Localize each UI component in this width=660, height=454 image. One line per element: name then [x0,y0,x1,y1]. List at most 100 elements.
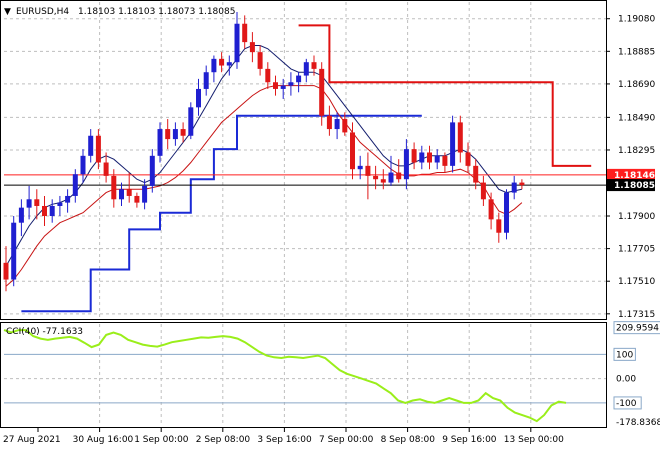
candle-body [411,149,417,163]
candle-body [142,185,148,203]
candle-body [103,162,109,176]
time-tick-label: 1 Sep 00:00 [134,435,189,445]
time-tick-label: 8 Sep 08:00 [381,435,436,445]
candle-body [95,135,101,163]
cci-title: CCI(40) -77.1633 [6,327,83,337]
candle-body [26,199,32,208]
price-level-label: 1.18146 [614,171,655,181]
series-layer [3,24,606,423]
channel-top-line [298,24,592,167]
cci-tick-box [613,321,660,335]
candle-body [88,135,94,156]
candle-body [488,199,494,220]
candle-body [11,222,17,280]
candle-body [242,23,248,43]
candle-body [303,62,309,76]
ma-fast-line [5,45,523,267]
time-tick-label: 27 Aug 2021 [3,435,61,445]
candle-body [311,62,317,69]
price-tick-label: 1.17705 [618,245,655,255]
candle-body [434,155,440,163]
ma-slow-line [5,85,523,287]
candle-body [257,52,263,69]
frame-layer [0,0,607,428]
candle-body [419,152,425,163]
axis-layer: 1.19080 1.18885 1.18690 1.18490 1.18295 1.179… [3,15,660,445]
candle-body [342,119,348,133]
candle-body [427,152,432,163]
cci-tick-label: -178.8368 [616,418,660,428]
price-panel-frame [0,0,607,320]
candle-body [504,192,509,233]
candle-body [403,149,409,180]
time-tick-label: 30 Aug 16:00 [73,435,134,445]
candle-body [3,262,9,280]
channel-bottom-line [21,114,422,313]
price-tick-label: 1.18885 [618,47,655,57]
cci-line [3,329,567,423]
candle-layer [3,12,525,292]
candle-body [373,175,379,180]
time-tick-label: 7 Sep 00:00 [319,435,374,445]
price-tick-label: 1.19080 [618,15,655,25]
candle-body [280,85,286,89]
candle-body [172,129,178,140]
price-tick-label: 1.17510 [618,277,655,287]
time-tick-label: 13 Sep 00:00 [504,435,564,445]
candle-body [188,107,194,136]
candle-body [134,195,140,203]
candle-body [196,88,201,108]
candle-body [265,68,271,83]
candle-body [80,155,86,175]
chart-menu-icon[interactable]: ▼ [4,7,11,17]
candle-body [396,172,402,180]
candle-body [157,129,163,156]
candle-body [18,207,24,223]
candle-body [442,155,448,166]
price-tick-label: 1.17900 [618,212,655,222]
candle-body [165,129,171,140]
ohlc-readout: 1.18103 1.18103 1.18073 1.18085 [78,7,235,17]
candle-body [296,75,302,83]
cci-tick-label: 209.9594 [616,324,659,334]
candle-body [480,182,486,200]
candle-body [457,122,463,153]
candle-body [211,58,217,73]
candle-body [350,132,355,170]
price-level-badge [607,168,655,181]
time-tick-label: 3 Sep 16:00 [257,435,312,445]
candle-body [226,62,232,66]
candle-body [450,122,456,166]
candle-body [388,172,394,183]
candle-body [119,189,124,200]
price-tick-label: 1.18295 [618,146,655,156]
symbol-timeframe: EURUSD,H4 [16,7,69,17]
cci-tick-label: 0.00 [616,375,636,385]
candle-body [65,195,71,203]
candle-body [149,155,155,186]
candle-body [203,72,209,89]
label-layer: ▼ EURUSD,H4 1.18103 1.18103 1.18073 1.18… [4,7,235,337]
candle-body [234,23,240,63]
candle-body [249,42,255,53]
candle-body [465,152,471,166]
candle-body [511,182,517,193]
candle-body [126,189,132,196]
candle-body [219,58,225,66]
cci-tick-box [613,347,636,361]
price-tick-label: 1.17315 [618,310,655,320]
candle-body [496,219,502,233]
candle-body [42,205,47,217]
price-tick-label: 1.18490 [618,113,655,123]
candle-body [380,179,386,183]
candle-body [273,82,278,89]
cci-tick-label: 100 [616,350,633,360]
candle-body [365,165,371,176]
candle-body [519,182,525,186]
candle-body [288,82,294,86]
candle-body [34,199,40,206]
candle-body [326,115,332,130]
candle-body [111,175,117,200]
